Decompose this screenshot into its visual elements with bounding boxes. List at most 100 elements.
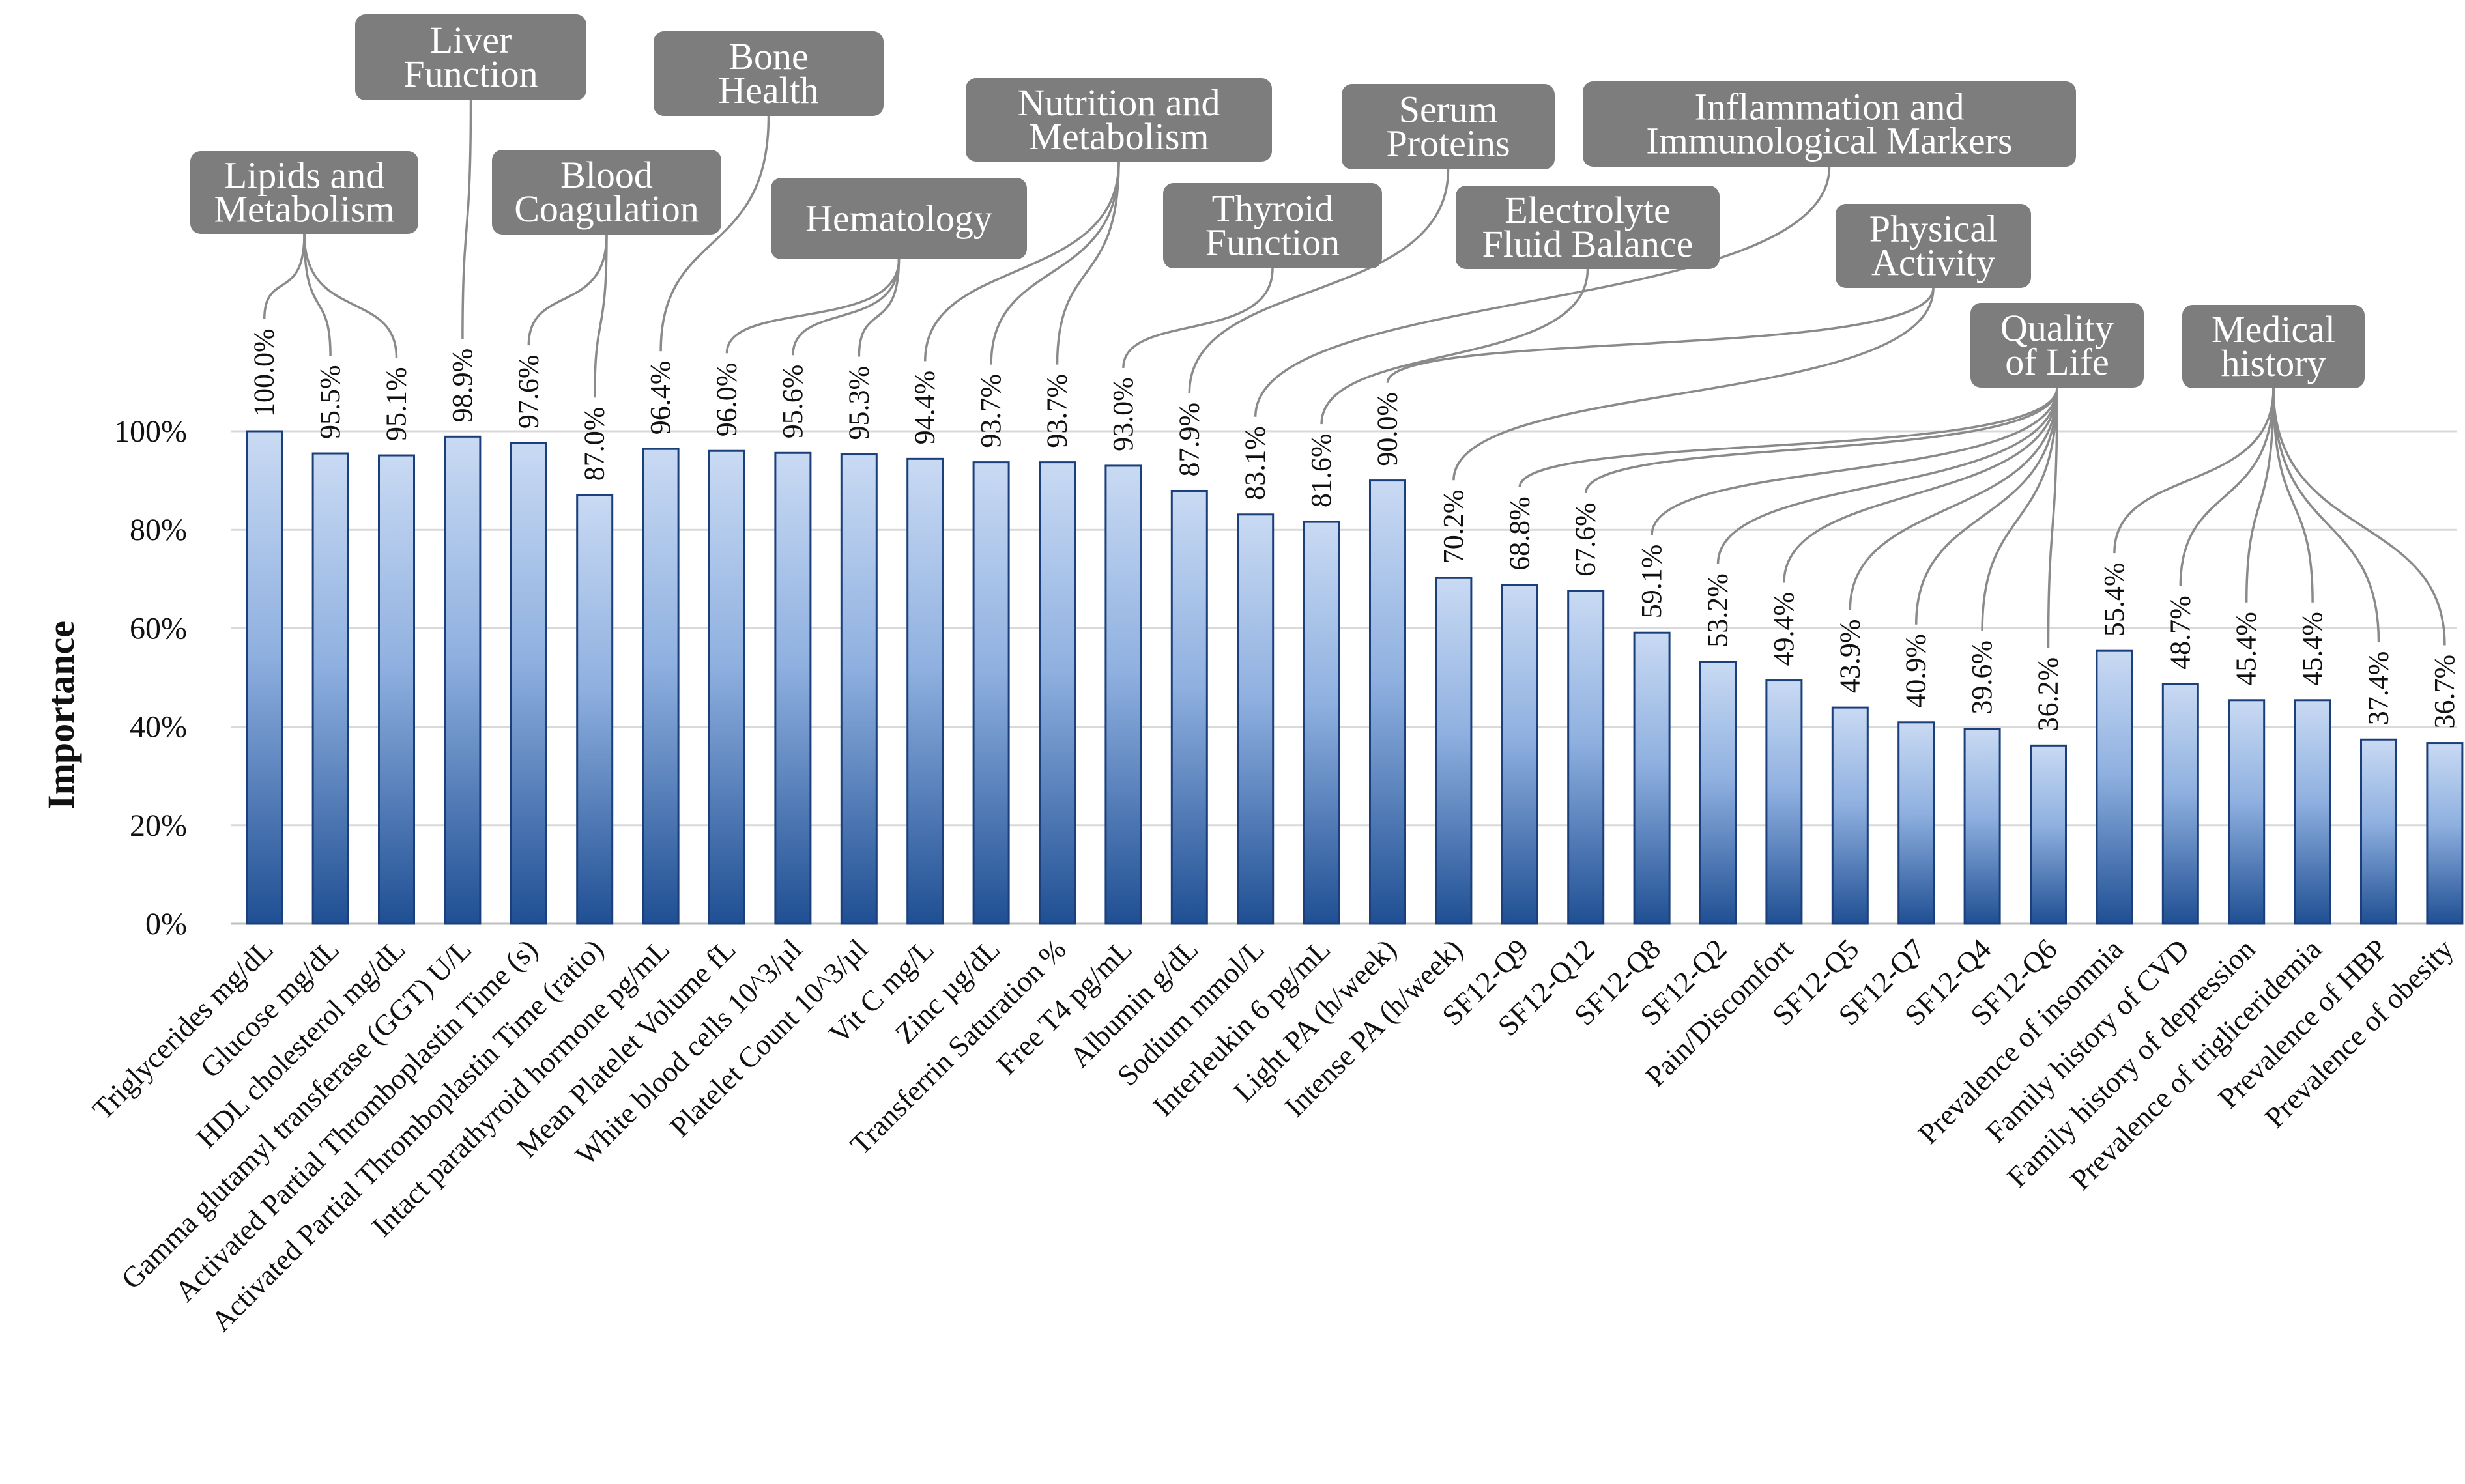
bar — [1369, 479, 1406, 925]
group-label-box — [190, 151, 418, 234]
group-leader-line — [1716, 387, 2058, 564]
group-label-text: Nutrition and — [1018, 81, 1220, 124]
group-label-box — [1583, 81, 2076, 167]
bar-value-label: 100.0% — [248, 328, 280, 417]
group-label-text: Fluid Balance — [1482, 223, 1694, 265]
y-axis-ticks: 0% 20% 40% 60% 80% 100% — [114, 414, 187, 941]
bar — [2030, 744, 2067, 925]
group-leader-line — [263, 233, 306, 320]
group-label-text: of Life — [2005, 341, 2109, 383]
group-leader-line — [659, 115, 770, 352]
bar — [840, 453, 878, 925]
bar-value-label: 94.4% — [909, 371, 941, 445]
y-tick-label: 60% — [130, 611, 187, 646]
bar — [1765, 679, 1803, 925]
group-label-box — [771, 178, 1027, 259]
group-label-text: Activity — [1871, 242, 1995, 284]
group-label-box — [2182, 305, 2365, 388]
group-leader-line — [461, 100, 472, 339]
bar-value-label: 96.4% — [644, 361, 676, 435]
bar — [246, 430, 283, 925]
bar-value-label: 83.1% — [1239, 426, 1271, 500]
group-leader-line — [1651, 387, 2058, 535]
bar-value-label: 93.0% — [1107, 377, 1139, 451]
bar — [642, 448, 680, 925]
bar — [576, 494, 614, 925]
group-leader-line — [2245, 388, 2275, 603]
bar — [1699, 661, 1737, 925]
bar — [1501, 584, 1538, 925]
bar — [708, 449, 745, 925]
bar — [1963, 728, 2001, 925]
group-label-text: Hematology — [805, 197, 992, 240]
group-label-text: Inflammation and — [1695, 86, 1965, 128]
bar — [378, 454, 415, 925]
bars — [246, 430, 2464, 925]
group-leader-line — [593, 234, 608, 398]
group-leader-line — [2272, 388, 2380, 642]
group-leader-line — [2272, 388, 2314, 603]
bar — [906, 457, 944, 925]
bar — [2426, 742, 2464, 925]
bar-value-label: 95.1% — [381, 367, 412, 441]
bar-value-label: 37.4% — [2363, 651, 2395, 726]
bar-value-label: 90.0% — [1372, 392, 1404, 466]
group-leader-line — [1188, 169, 1450, 393]
bar — [1567, 590, 1605, 925]
group-leader-lines — [263, 100, 2446, 648]
group-leader-line — [1254, 166, 1831, 417]
bar-value-label: 45.4% — [2296, 612, 2328, 686]
bar — [1303, 521, 1340, 925]
group-label-text: Metabolism — [1028, 115, 1209, 158]
group-leader-line — [858, 259, 901, 357]
bar-value-label: 93.7% — [1041, 374, 1073, 448]
group-leader-line — [2113, 388, 2275, 554]
group-label-box — [1970, 303, 2144, 388]
bar-value-label: 87.0% — [579, 407, 611, 481]
group-label-text: Electrolyte — [1505, 189, 1670, 231]
group-label-text: Blood — [560, 154, 653, 196]
bar-value-label: 36.7% — [2429, 655, 2460, 729]
group-label-text: Bone — [728, 35, 808, 78]
group-leader-line — [1386, 287, 1935, 383]
bar-value-label: 36.2% — [2032, 657, 2064, 732]
bar-value-label: 70.2% — [1437, 490, 1469, 564]
group-label-text: Coagulation — [514, 188, 699, 230]
group-label-text: Serum — [1399, 89, 1497, 131]
group-leader-line — [1584, 387, 2058, 494]
bar-value-label: 67.6% — [1570, 502, 1602, 577]
group-label-text: Liver — [430, 19, 512, 61]
group-label-text: history — [2221, 342, 2326, 384]
y-axis-label: Importance — [40, 621, 82, 810]
y-tick-label: 40% — [130, 710, 187, 745]
bar-value-label: 48.7% — [2164, 595, 2196, 670]
y-tick-label: 0% — [145, 907, 187, 941]
group-leader-line — [1849, 387, 2058, 610]
group-label-box — [654, 31, 884, 116]
bar-value-label: 40.9% — [1900, 634, 1932, 708]
group-leader-line — [1320, 268, 1589, 425]
group-label-box — [355, 14, 586, 100]
group-leader-line — [1122, 268, 1274, 368]
y-tick-label: 80% — [130, 513, 187, 547]
bar-value-label: 39.6% — [1966, 640, 1998, 715]
bar-value-label: 97.6% — [512, 354, 544, 429]
group-leader-line — [527, 234, 608, 346]
y-tick-label: 20% — [130, 808, 187, 843]
group-leader-line — [1452, 287, 1935, 481]
bar-value-label: 53.2% — [1702, 573, 1734, 648]
bar — [2294, 699, 2331, 925]
bar-value-label: 45.4% — [2230, 612, 2262, 686]
group-leader-line — [990, 161, 1120, 365]
bar-value-label: 59.1% — [1636, 545, 1667, 619]
bar — [1170, 489, 1208, 925]
bar — [972, 461, 1010, 925]
bar-value-label: 81.6% — [1305, 433, 1337, 507]
bar — [510, 442, 547, 925]
bar-value-label: 49.4% — [1768, 592, 1800, 666]
group-leader-line — [923, 161, 1120, 362]
group-label-text: Metabolism — [214, 188, 394, 231]
group-label-box — [492, 150, 721, 235]
group-label-text: Medical — [2212, 308, 2335, 350]
